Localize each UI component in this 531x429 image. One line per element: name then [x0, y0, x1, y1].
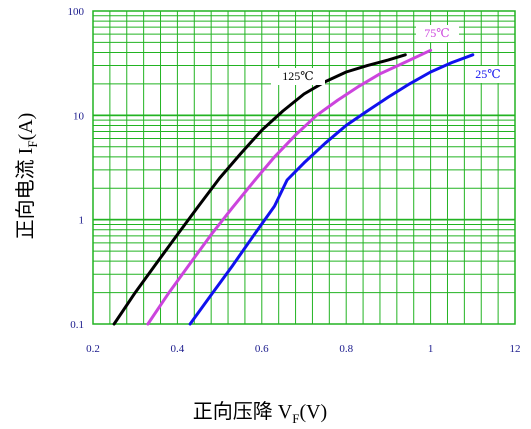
series-label-box: [416, 25, 459, 42]
x-tick-label: 0.2: [86, 343, 100, 355]
series-label-box: [271, 68, 325, 85]
grid: [92, 10, 516, 325]
x-tick-label: 0.4: [171, 343, 185, 355]
y-tick-label: 10: [73, 110, 85, 122]
x-tick-label: 12: [510, 343, 521, 355]
y-tick-label: 1: [79, 215, 85, 227]
y-tick-label: 0.1: [70, 319, 84, 331]
series-labels: 125℃ 75℃ 25℃: [271, 25, 510, 85]
plot-frame: [92, 10, 516, 325]
series-label-0: 125℃: [282, 69, 313, 83]
x-tick-label: 0.8: [339, 343, 353, 355]
x-tick-label: 1: [428, 343, 434, 355]
series-label-2: 25℃: [475, 67, 500, 81]
tick-labels: 0.2 0.4 0.6 0.8 1 12 0.1 1 10 100: [68, 6, 521, 355]
series-lines: [112, 48, 475, 326]
x-tick-label: 0.6: [255, 343, 269, 355]
y-axis-title: 正向电流 IF(A): [14, 113, 40, 240]
series-line-1: [146, 48, 433, 326]
series-line-0: [112, 53, 407, 326]
x-axis-title: 正向压降 VF(V): [193, 400, 327, 426]
y-tick-label: 100: [68, 6, 85, 18]
series-label-box: [467, 66, 510, 83]
series-label-1: 75℃: [424, 26, 449, 40]
series-line-2: [188, 53, 475, 326]
